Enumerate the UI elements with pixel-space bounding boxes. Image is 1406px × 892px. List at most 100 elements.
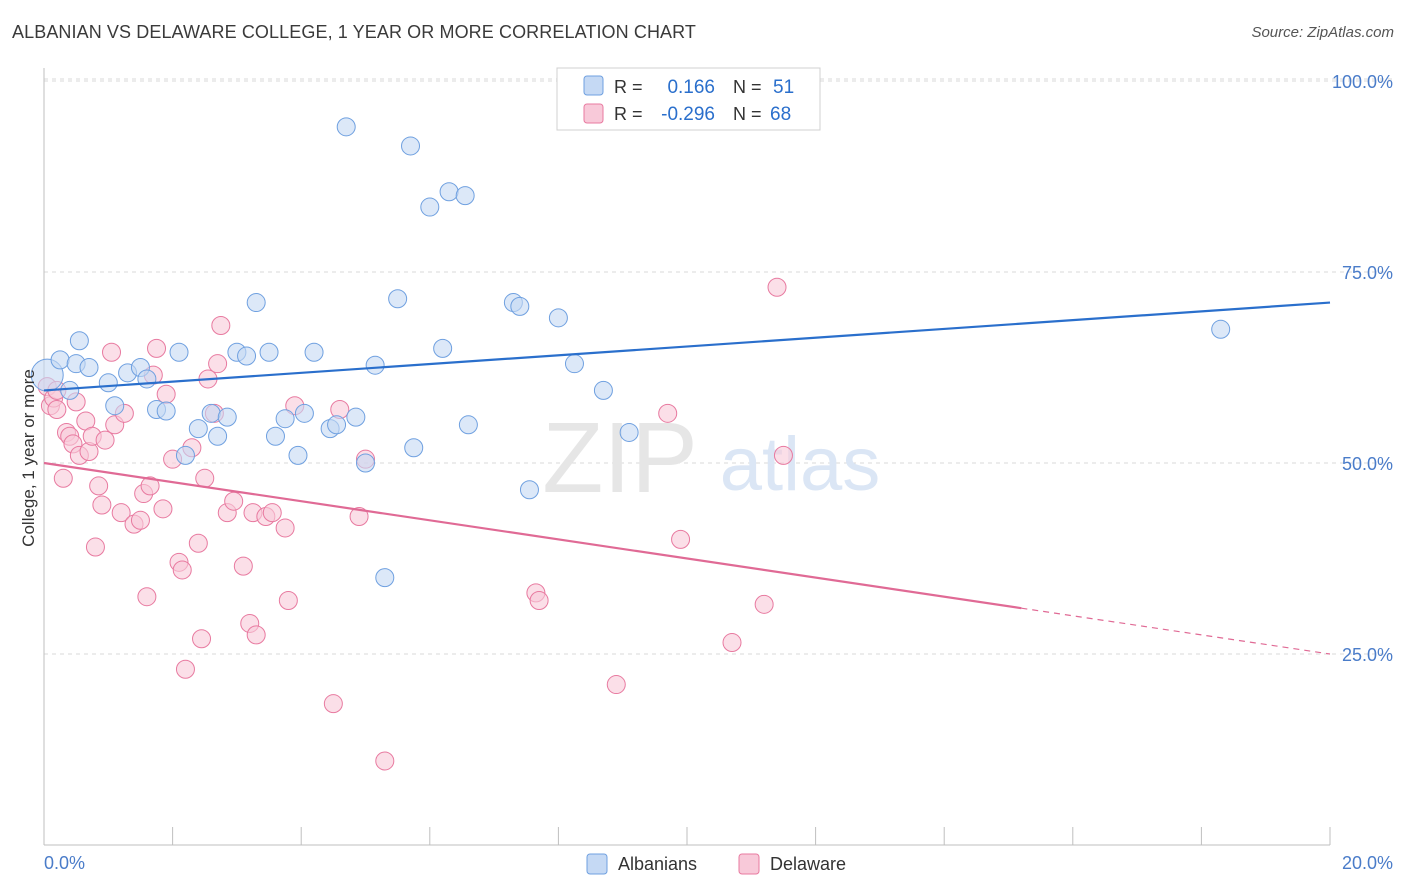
legend-n-value-2: 68 <box>770 104 791 125</box>
source-label: Source: ZipAtlas.com <box>1251 24 1394 41</box>
albanians-point <box>304 342 324 362</box>
data-points <box>30 117 1231 771</box>
albanians-point <box>259 342 279 362</box>
albanians-point <box>455 186 475 206</box>
delaware-point <box>156 384 176 404</box>
delaware-point <box>172 560 192 580</box>
y-tick-labels: 25.0% 50.0% 75.0% 100.0% <box>1332 72 1393 665</box>
delaware-point <box>147 338 167 358</box>
bottom-legend-swatch-delaware <box>738 853 760 875</box>
albanians-point <box>175 445 195 465</box>
albanians-point <box>401 136 421 156</box>
albanians-point <box>217 407 237 427</box>
albanians-point <box>388 289 408 309</box>
trend-lines <box>43 301 1331 655</box>
albanians-point <box>336 117 356 137</box>
albanians-point <box>288 445 308 465</box>
watermark-atlas: atlas <box>720 422 881 507</box>
delaware-trend-line <box>43 461 1022 610</box>
x-tick-label-end: 20.0% <box>1342 853 1393 873</box>
albanians-point <box>137 369 157 389</box>
albanians-point <box>433 338 453 358</box>
albanians-point <box>404 438 424 458</box>
legend-n-label-1: N = <box>733 77 762 97</box>
albanians-point <box>548 308 568 328</box>
delaware-point <box>192 629 212 649</box>
delaware-point <box>102 342 122 362</box>
delaware-point <box>606 675 626 695</box>
delaware-point <box>175 659 195 679</box>
legend-swatch-albanians <box>583 75 604 96</box>
delaware-point <box>323 694 343 714</box>
legend-n-value-1: 51 <box>773 77 794 98</box>
y-tick-label: 50.0% <box>1342 454 1393 474</box>
legend-r-value-2: -0.296 <box>661 104 715 125</box>
delaware-point <box>211 315 231 335</box>
albanians-point <box>275 409 295 429</box>
delaware-point <box>262 503 282 523</box>
albanians-point <box>458 415 478 435</box>
delaware-point <box>275 518 295 538</box>
delaware-point <box>722 633 742 653</box>
delaware-point <box>95 430 115 450</box>
series-legend: Albanians Delaware <box>586 853 846 875</box>
delaware-point <box>767 277 787 297</box>
delaware-point <box>137 587 157 607</box>
albanians-point <box>79 358 99 377</box>
delaware-point <box>188 533 208 553</box>
delaware-point <box>246 625 266 645</box>
bottom-legend-delaware: Delaware <box>770 854 846 874</box>
delaware-point <box>529 591 549 611</box>
albanians-point <box>593 380 613 400</box>
bottom-legend-swatch-albanians <box>586 853 608 875</box>
y-tick-label: 25.0% <box>1342 645 1393 665</box>
albanians-point <box>564 354 584 374</box>
delaware-point <box>208 354 228 374</box>
delaware-point <box>111 503 131 523</box>
delaware-point <box>140 476 160 496</box>
legend-r-label-1: R = <box>614 77 643 97</box>
albanians-point <box>365 355 385 375</box>
albanians-point <box>69 331 89 351</box>
albanians-point <box>60 380 80 400</box>
albanians-point <box>420 197 440 217</box>
albanians-point <box>50 350 70 370</box>
albanians-point <box>265 426 285 446</box>
delaware-point <box>89 476 109 496</box>
delaware-point <box>658 403 678 423</box>
delaware-point <box>349 506 369 526</box>
albanians-point <box>208 426 228 446</box>
delaware-point <box>278 591 298 611</box>
albanians-point <box>519 480 539 500</box>
legend-n-label-2: N = <box>733 104 762 124</box>
albanians-point <box>439 182 459 202</box>
albanians-point <box>169 342 189 362</box>
albanians-point <box>619 422 639 442</box>
albanians-point <box>201 403 221 423</box>
albanians-point <box>510 296 530 316</box>
delaware-point <box>153 499 173 519</box>
delaware-point <box>375 751 395 771</box>
delaware-point <box>233 556 253 576</box>
albanians-point <box>188 419 208 439</box>
albanians-point <box>237 346 257 366</box>
albanians-point <box>346 407 366 427</box>
albanians-point <box>327 415 347 435</box>
albanians-point <box>246 293 266 313</box>
axes <box>43 68 1331 846</box>
delaware-point <box>195 468 215 488</box>
x-tick-label-start: 0.0% <box>44 853 85 873</box>
delaware-point <box>130 510 150 530</box>
albanians-point <box>356 453 375 473</box>
y-axis-label: College, 1 year or more <box>19 369 38 547</box>
legend-r-label-2: R = <box>614 104 643 124</box>
delaware-point <box>47 400 67 420</box>
chart-title: ALBANIAN VS DELAWARE COLLEGE, 1 YEAR OR … <box>12 22 697 42</box>
x-tick-labels: 0.0% 20.0% <box>44 853 1393 873</box>
stats-legend: R = 0.166 N = 51 R = -0.296 N = 68 <box>556 67 821 131</box>
y-tick-label: 100.0% <box>1332 72 1393 92</box>
delaware-point <box>85 537 105 557</box>
albanians-point <box>98 373 118 393</box>
delaware-point <box>53 468 73 488</box>
